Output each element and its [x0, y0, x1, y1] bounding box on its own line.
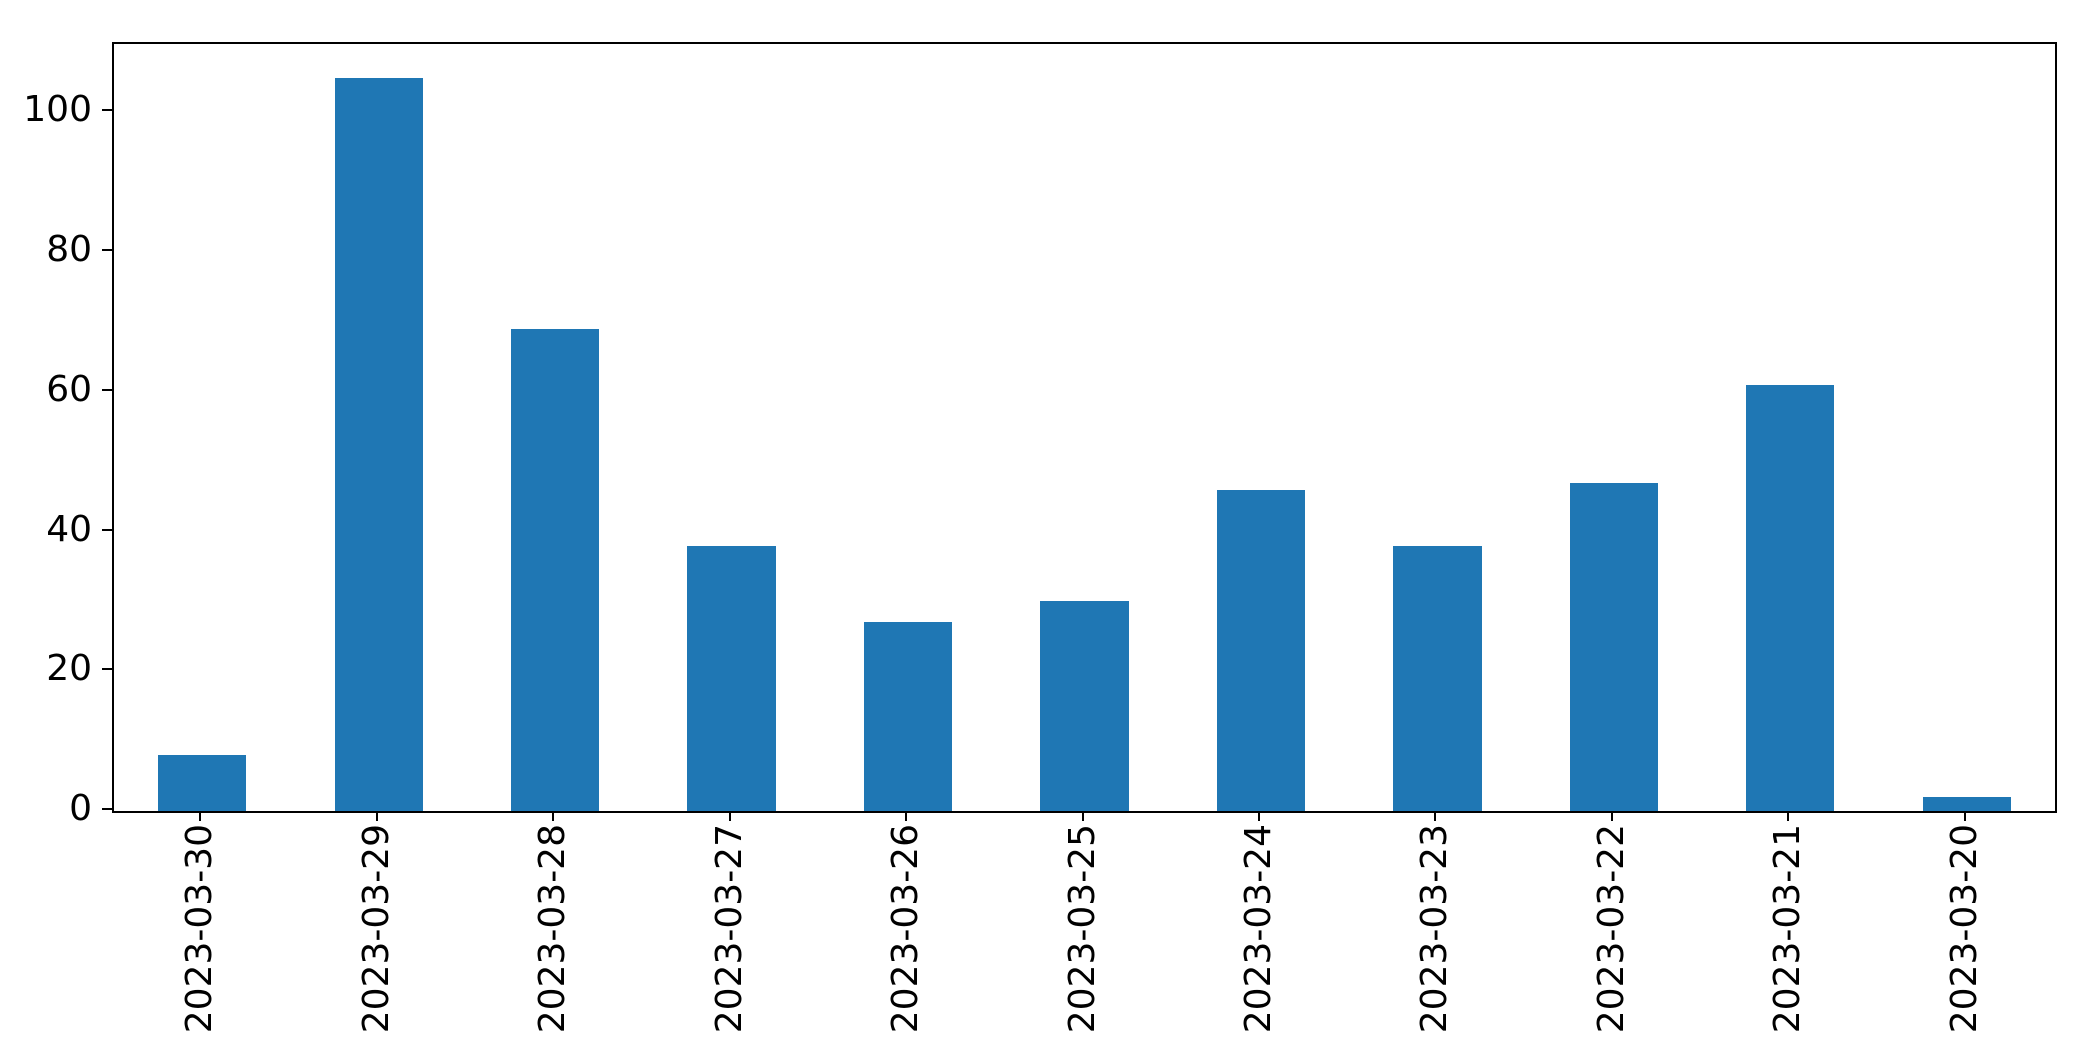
bar-2023-03-27 — [687, 545, 776, 811]
x-tick-label: 2023-03-30 — [179, 824, 221, 1034]
x-tick-label: 2023-03-20 — [1943, 824, 1985, 1034]
y-tick-label: 40 — [46, 508, 92, 550]
x-tick-label: 2023-03-23 — [1414, 824, 1456, 1034]
y-tick-mark — [102, 388, 112, 391]
x-tick-mark — [375, 811, 378, 821]
x-tick-mark — [1434, 811, 1437, 821]
bar-2023-03-24 — [1216, 489, 1306, 811]
y-tick-mark — [102, 528, 112, 531]
x-tick-label: 2023-03-22 — [1590, 824, 1632, 1034]
x-tick-mark — [905, 811, 908, 821]
y-tick-label: 80 — [46, 229, 92, 271]
x-tick-mark — [1610, 811, 1613, 821]
bar-2023-03-30 — [158, 755, 247, 811]
bar-2023-03-29 — [334, 77, 423, 811]
y-tick-mark — [102, 109, 112, 112]
y-tick-label: 20 — [46, 648, 92, 690]
x-tick-mark — [1963, 811, 1966, 821]
bar-2023-03-23 — [1393, 545, 1482, 811]
x-tick-label: 2023-03-28 — [532, 824, 574, 1034]
plot-area — [112, 42, 2057, 813]
y-tick-mark — [102, 249, 112, 252]
bar-2023-03-25 — [1040, 601, 1129, 811]
y-tick-mark — [102, 668, 112, 671]
bar-2023-03-22 — [1569, 482, 1658, 811]
bar-2023-03-26 — [863, 622, 953, 811]
x-tick-mark — [1081, 811, 1084, 821]
x-tick-label: 2023-03-25 — [1061, 824, 1103, 1034]
x-tick-mark — [728, 811, 731, 821]
x-tick-label: 2023-03-21 — [1767, 824, 1809, 1034]
x-tick-mark — [1787, 811, 1790, 821]
x-tick-label: 2023-03-29 — [355, 824, 397, 1034]
bar-2023-03-20 — [1922, 797, 2011, 811]
y-tick-label: 0 — [69, 788, 92, 829]
y-tick-mark — [102, 808, 112, 810]
y-tick-label: 60 — [46, 368, 92, 410]
x-tick-label: 2023-03-26 — [885, 824, 927, 1034]
y-tick-label: 100 — [23, 89, 92, 131]
x-tick-label: 2023-03-24 — [1237, 824, 1279, 1034]
bar-2023-03-28 — [511, 329, 600, 811]
x-tick-mark — [1257, 811, 1260, 821]
x-tick-mark — [199, 811, 202, 821]
bar-2023-03-21 — [1746, 384, 1835, 811]
x-tick-mark — [552, 811, 555, 821]
x-tick-label: 2023-03-27 — [708, 824, 750, 1034]
